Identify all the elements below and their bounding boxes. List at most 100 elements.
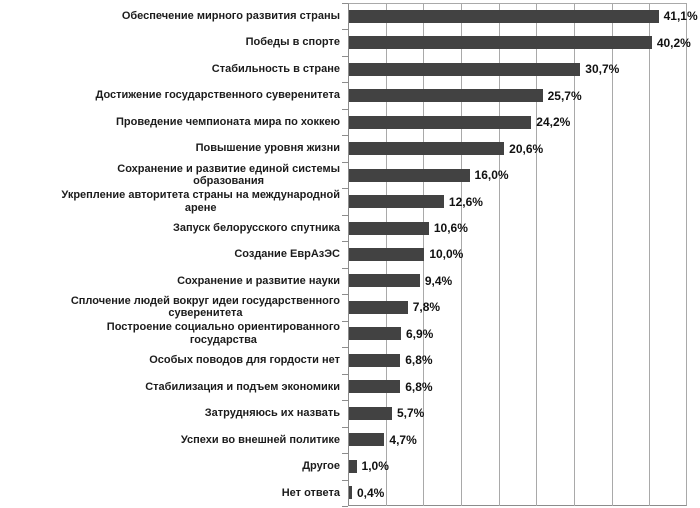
gridline-20pct [498,3,500,506]
bar [349,327,401,341]
bar-value-label: 7,8% [412,300,441,315]
plot-area: 41,1% 40,2% 30,7% 25,7% 24,2% 20,6% 16,0% 12,6%… [348,3,698,506]
axis-tick [342,453,348,454]
bar [349,433,385,447]
bar [349,62,581,76]
category-label: Обеспечение мирного развития страны [121,9,340,22]
category-label: Затрудняюсь их назвать [204,407,340,420]
axis-tick [342,29,348,30]
category-label-row: Повышение уровня жизни [0,135,345,161]
category-label: Достижение государственного суверенитета [95,89,341,102]
category-label: Стабилизация и подъем экономики [145,380,340,393]
axis-tick [342,506,348,507]
category-label: Сохранение и развитие единой системы обр… [117,162,340,188]
bar [349,142,505,156]
bar [349,36,652,50]
bar-value-label: 40,2% [656,35,691,50]
bar-value-label: 12,6% [448,194,483,209]
category-label: Сохранение и развитие науки [177,274,340,287]
bar [349,274,420,288]
bar [349,195,444,209]
bar [349,9,659,23]
axis-tick [342,374,348,375]
gridline-15pct [461,3,462,506]
bar-value-label: 6,8% [405,353,433,368]
bar-value-label: 6,9% [405,326,434,341]
bar [349,300,408,314]
bar [349,248,425,261]
bar-value-label: 1,0% [361,459,389,474]
category-label: Проведение чемпионата мира по хоккею [115,115,340,128]
category-label-row: Победы в спорте [0,29,345,55]
bar-value-label: 10,0% [429,247,464,262]
category-label-row: Нет ответа [0,480,345,506]
category-label: Успехи во внешней политике [180,433,340,446]
category-label-row: Обеспечение мирного развития страны [0,3,345,29]
category-label: Победы в спорте [245,36,340,49]
gridline-35pct [611,3,613,506]
axis-tick [342,400,348,401]
category-label-row: Укрепление авторитета страны на междунар… [0,188,345,214]
bar [349,459,357,473]
axis-tick [342,162,348,163]
category-label: Стабильность в стране [211,62,340,75]
bar [349,221,429,235]
axis-tick [342,241,348,242]
category-label-row: Создание ЕврАзЭС [0,241,345,267]
bar [349,168,470,182]
axis-tick [342,215,348,216]
bar [349,115,532,129]
category-label-row: Достижение государственного суверенитета [0,82,345,108]
bar-value-label: 10,6% [433,221,468,236]
bar-value-label: 25,7% [547,88,582,103]
category-label: Сплочение людей вокруг идеи государствен… [70,294,340,320]
axis-tick [342,480,348,481]
plot-area-border [348,3,687,506]
category-label-row: Построение социально ориентированного го… [0,321,345,347]
category-label-row: Стабилизация и подъем экономики [0,374,345,400]
bar-value-label: 20,6% [509,141,544,156]
bar-value-label: 6,8% [405,379,433,394]
bar-value-label: 9,4% [424,273,453,288]
category-label: Укрепление авторитета страны на междунар… [61,189,340,214]
category-label-row: Сохранение и развитие науки [0,268,345,294]
bar-value-label: 24,2% [536,115,571,130]
category-label: Запуск белорусского спутника [172,221,340,234]
category-label: Создание ЕврАзЭС [234,248,340,261]
category-label-row: Стабильность в стране [0,56,345,82]
bar [349,486,352,500]
category-label: Особых поводов для гордости нет [149,354,340,367]
bar [349,353,401,367]
gridline-40pct [649,3,651,506]
gridline-30pct [574,3,575,506]
axis-tick [342,294,348,295]
axis-tick [342,268,348,269]
bar-value-label: 5,7% [396,406,425,421]
category-label-row: Другое [0,453,345,479]
bar-value-label: 30,7% [585,62,620,77]
category-label-row: Успехи во внешней политике [0,427,345,453]
category-label-row: Затрудняюсь их назвать [0,400,345,426]
category-label-row: Сохранение и развитие единой системы обр… [0,162,345,188]
category-label-row: Сплочение людей вокруг идеи государствен… [0,294,345,320]
bar [349,89,543,103]
category-label-row: Запуск белорусского спутника [0,215,345,241]
axis-tick [342,56,348,57]
axis-tick [342,427,348,428]
bar [349,406,392,420]
axis-tick [342,347,348,348]
category-label-row: Особых поводов для гордости нет [0,347,345,373]
bar [349,380,401,394]
gridline-25pct [536,3,538,506]
bar-value-label: 4,7% [389,432,417,447]
category-label-row: Проведение чемпионата мира по хоккею [0,109,345,135]
axis-tick [342,109,348,110]
category-label: Построение социально ориентированного го… [106,321,340,346]
bar-value-label: 0,4% [357,485,385,500]
bar-value-label: 16,0% [474,168,509,183]
axis-tick [342,82,348,83]
category-label: Нет ответа [281,486,340,499]
axis-tick [342,135,348,136]
axis-tick [342,188,348,189]
